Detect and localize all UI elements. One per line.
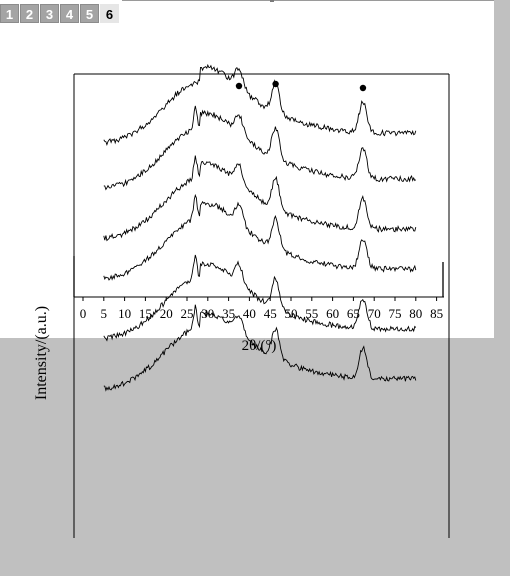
x-tick-label: 25	[181, 306, 194, 321]
viewport-top-border	[122, 0, 494, 1]
x-tick-label: 70	[368, 306, 381, 321]
x-axis-ticks: 0 5 10 15 20 25 30 35 40 45 50 55 60 65 70 75 80 85	[80, 297, 443, 321]
tab-page-6[interactable]: 6	[100, 4, 119, 23]
chart-viewport-background	[0, 0, 494, 338]
y-axis-label: Intensity/(a.u.)	[33, 306, 50, 400]
x-tick-label: 5	[101, 306, 108, 321]
tab-page-1[interactable]: 1	[0, 4, 19, 23]
diffraction-trace	[103, 193, 417, 281]
x-tick-label: 45	[264, 306, 277, 321]
x-tick-label: 75	[389, 306, 402, 321]
x-tick-label: 60	[326, 306, 339, 321]
x-tick-label: 50	[285, 306, 298, 321]
x-tick-label: 65	[347, 306, 360, 321]
peak-marker-dot	[359, 84, 367, 92]
x-tick-label: 55	[305, 306, 318, 321]
diffraction-trace	[103, 254, 417, 342]
x-tick-label: 15	[139, 306, 152, 321]
chart-frame	[73, 73, 450, 538]
tab-page-2[interactable]: 2	[20, 4, 39, 23]
x-tick-label: 35	[222, 306, 235, 321]
tab-page-3[interactable]: 3	[40, 4, 59, 23]
x-axis	[73, 256, 444, 298]
diffraction-trace	[103, 155, 417, 242]
diffraction-trace	[103, 105, 417, 191]
diffraction-trace	[103, 304, 417, 392]
x-tick-label: 20	[160, 306, 173, 321]
x-tick-label: 80	[409, 306, 422, 321]
tab-page-5[interactable]: 5	[80, 4, 99, 23]
peak-markers	[235, 80, 367, 92]
tab-page-4[interactable]: 4	[60, 4, 79, 23]
diffraction-traces	[103, 63, 417, 392]
x-tick-label: 85	[430, 306, 443, 321]
x-tick-label: 40	[243, 306, 256, 321]
peak-marker-dot	[235, 82, 243, 90]
peak-marker-dot	[272, 80, 279, 88]
page-tab-bar: 1 2 3 4 5 6	[0, 4, 120, 23]
viewport-top-marker	[270, 0, 274, 2]
x-axis-label: 2θ/(°)	[242, 338, 277, 354]
x-tick-label: 0	[80, 306, 87, 321]
x-tick-label: 10	[118, 306, 131, 321]
diffraction-trace	[103, 63, 417, 146]
